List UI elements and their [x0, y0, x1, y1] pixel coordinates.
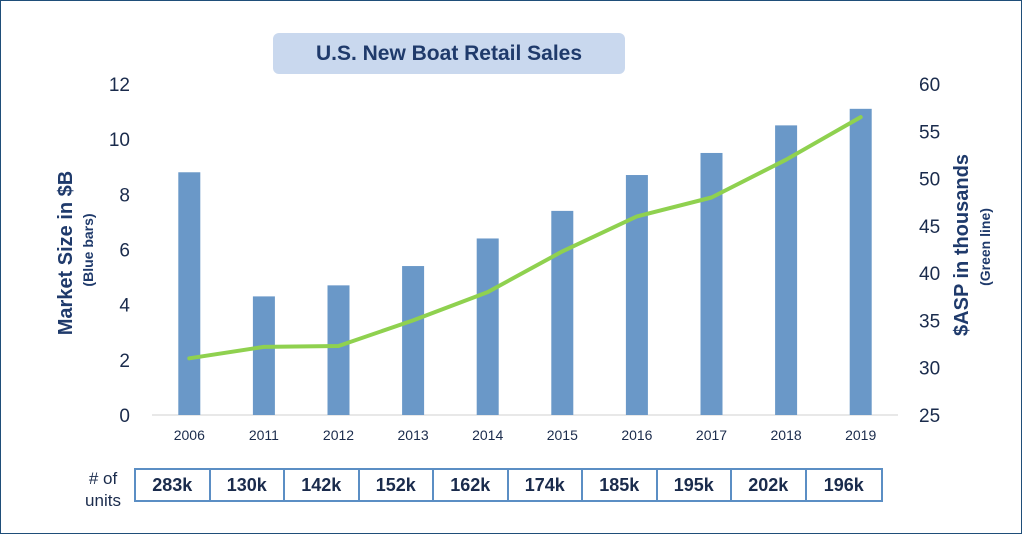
y2-tick-label: 30 [919, 359, 940, 380]
units-cell: 142k [285, 470, 360, 500]
x-tick-label: 2015 [547, 427, 578, 443]
asp-line [187, 115, 863, 361]
units-cell: 130k [211, 470, 285, 500]
units-cell: 196k [823, 474, 864, 495]
x-tick-label: 2011 [249, 427, 279, 443]
y2-tick-label: 40 [919, 264, 940, 285]
y2-tick-label: 50 [919, 170, 940, 191]
y-tick-label: 8 [119, 185, 130, 206]
y-tick-label: 0 [119, 406, 130, 427]
y-tick-label: 6 [119, 241, 130, 262]
units-label-line2: units [85, 491, 121, 510]
bar [625, 175, 648, 415]
y-tick-label: 2 [119, 351, 130, 372]
y-tick-label: 12 [109, 75, 130, 96]
y2-tick-label: 55 [919, 122, 940, 143]
x-tick-label: 2014 [472, 427, 503, 443]
bar [178, 172, 201, 415]
y-tick-label: 10 [109, 130, 130, 151]
units-table: 283k 130k 142k 152k 162k 174k 185k 195k 202k 196k [134, 468, 883, 502]
bar [775, 125, 798, 415]
units-cell: 195k [658, 470, 732, 500]
x-tick-label: 2019 [845, 427, 876, 443]
chart-title: U.S. New Boat Retail Sales [315, 41, 583, 65]
y-tick-label: 4 [119, 296, 130, 317]
x-tick-label: 2012 [323, 427, 354, 443]
units-label: # of units [74, 468, 132, 512]
units-cell: 152k [360, 470, 434, 500]
bar [252, 296, 275, 415]
bar [476, 238, 499, 415]
bar [849, 108, 872, 415]
units-cell: 202k [732, 470, 807, 500]
y-axis-label: Market Size in $B [55, 171, 77, 336]
units-cell: 162k [434, 470, 509, 500]
x-tick-label: 2018 [771, 427, 802, 443]
x-tick-label: 2006 [174, 427, 205, 443]
y-axis-sublabel: (Blue bars) [80, 213, 96, 286]
y2-axis-sublabel: (Green line) [977, 208, 993, 286]
y2-axis-label: $ASP in thousands [951, 154, 973, 336]
bar [551, 210, 574, 415]
y2-tick-label: 35 [919, 311, 940, 332]
y2-tick-label: 45 [919, 217, 940, 238]
units-cell: 283k [136, 470, 211, 500]
units-cell: 185k [583, 470, 658, 500]
bar [402, 266, 425, 415]
x-tick-label: 2017 [696, 427, 727, 443]
bar [327, 285, 350, 415]
y2-tick-label: 60 [919, 75, 940, 96]
units-cell: 174k [509, 470, 583, 500]
y2-tick-label: 25 [919, 406, 940, 427]
bar [700, 152, 723, 416]
chart-title-box: U.S. New Boat Retail Sales [273, 33, 625, 74]
x-tick-label: 2013 [398, 427, 429, 443]
units-label-line1: # of [88, 469, 118, 488]
x-tick-label: 2016 [621, 427, 652, 443]
